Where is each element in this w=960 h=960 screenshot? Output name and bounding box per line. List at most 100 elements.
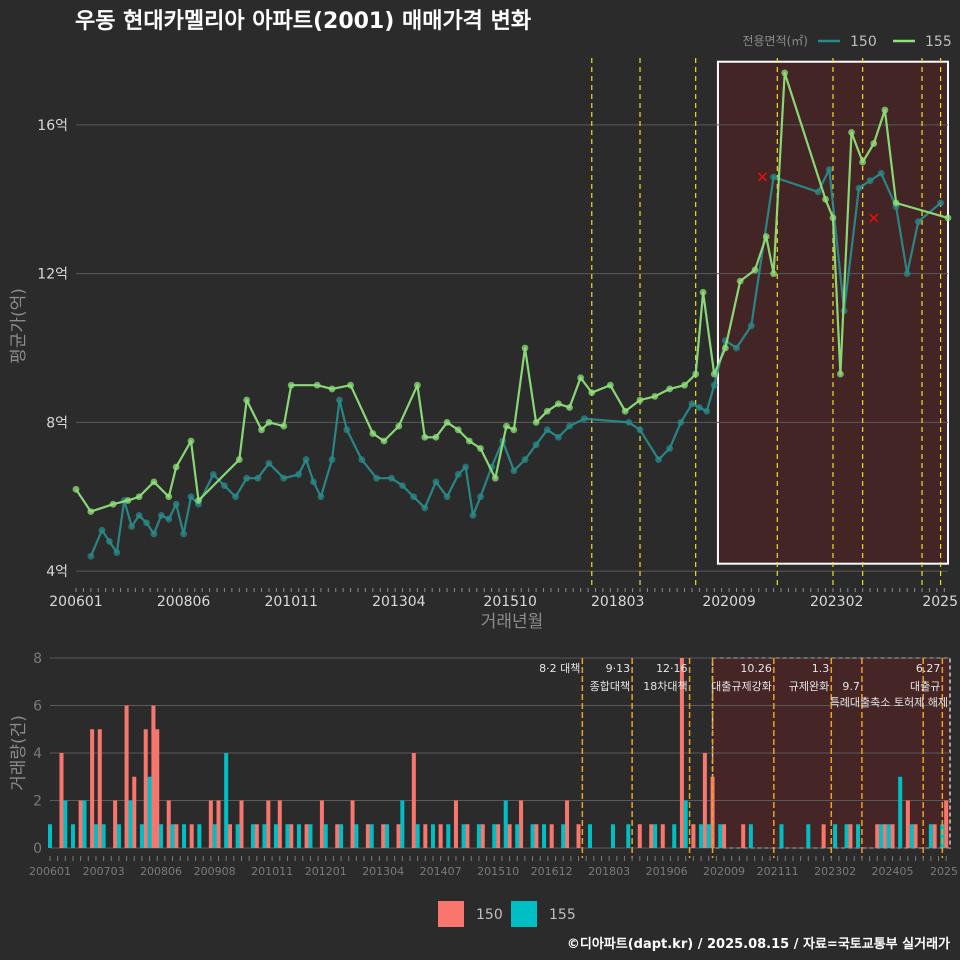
- volume-bar-150: [913, 824, 918, 848]
- price-point-155: [413, 381, 421, 389]
- price-point-150: [135, 511, 143, 519]
- price-point-155: [454, 426, 462, 434]
- price-point-150: [358, 456, 366, 463]
- volume-bar-155: [93, 824, 98, 848]
- volume-bar-155: [415, 824, 420, 848]
- price-x-ticks: 200601 200806 201011 201304 201510 201803 2020…: [49, 588, 958, 610]
- volume-bar-150: [266, 800, 271, 848]
- price-point-150: [172, 500, 180, 508]
- volume-y-tick-label: 2: [33, 794, 42, 810]
- price-point-150: [710, 381, 718, 389]
- price-point-150: [655, 456, 662, 463]
- volume-bar-150: [78, 800, 83, 848]
- volume-bar-150: [365, 824, 370, 848]
- volume-bar-155: [296, 824, 301, 848]
- price-point-155: [347, 381, 354, 389]
- price-point-150: [636, 426, 644, 434]
- volume-bar-150: [905, 800, 910, 848]
- price-point-155: [781, 69, 789, 77]
- price-point-150: [469, 511, 477, 519]
- price-point-150: [373, 474, 380, 482]
- price-point-150: [388, 474, 395, 482]
- price-point-150: [877, 169, 885, 177]
- volume-bar-155: [385, 824, 390, 848]
- volume-bar-155: [116, 824, 121, 848]
- volume-bar-150: [90, 729, 95, 848]
- volume-x-tick-label: 201510: [477, 865, 519, 878]
- volume-bar-150: [289, 824, 294, 848]
- price-y-tick-label: 16억: [37, 118, 68, 134]
- volume-bar-150: [679, 658, 684, 848]
- volume-x-tick-label: 202009: [703, 865, 745, 878]
- price-x-tick-label: 200806: [157, 594, 211, 610]
- volume-bar-150: [113, 800, 118, 848]
- volume-event-sublabel: 대출규제강화: [711, 680, 772, 693]
- volume-bar-155: [63, 800, 68, 848]
- legend-label-bar-155: 155: [549, 907, 576, 923]
- volume-bar-150: [189, 824, 194, 848]
- volume-bar-150: [97, 729, 102, 848]
- volume-bar-155: [542, 824, 547, 848]
- price-point-155: [150, 478, 158, 486]
- legend-swatch-bar-150: [438, 901, 464, 927]
- price-grid: [76, 124, 948, 572]
- price-event-lines: [591, 58, 942, 586]
- volume-bar-150: [649, 824, 654, 848]
- price-point-150: [625, 418, 633, 426]
- price-point-150: [695, 404, 703, 411]
- volume-x-tick-label: 200806: [140, 865, 182, 878]
- volume-x-tick-label: 201201: [305, 865, 347, 878]
- volume-x-tick-label: 201612: [531, 865, 573, 878]
- volume-bar-150: [143, 729, 148, 848]
- volume-bar-155: [626, 824, 631, 848]
- volume-event-sublabel: 종합대책: [590, 680, 630, 693]
- volume-x-tick-label: 2025: [930, 865, 958, 878]
- volume-bar-150: [691, 824, 696, 848]
- volume-bar-150: [848, 824, 853, 848]
- volume-event-sublabel: 18차대책: [643, 680, 687, 693]
- price-point-155: [124, 497, 132, 504]
- price-point-150: [510, 467, 518, 475]
- volume-bar-150: [821, 824, 826, 848]
- volume-x-tick-label: 201906: [646, 865, 688, 878]
- volume-bar-155: [515, 824, 520, 848]
- volume-x-tick-label: 200908: [194, 865, 236, 878]
- volume-bar-155: [147, 776, 152, 848]
- volume-bar-150: [565, 800, 570, 848]
- price-y-tick-label: 8억: [46, 415, 68, 431]
- volume-bar-155: [369, 824, 374, 848]
- volume-bar-150: [319, 800, 324, 848]
- volume-x-tick-label: 200601: [29, 865, 71, 878]
- volume-bar-150: [239, 800, 244, 848]
- volume-event-extra-label: 특례대출축소 토허제 해제: [830, 695, 948, 709]
- price-point-155: [380, 437, 388, 445]
- price-x-axis-title: 거래년월: [481, 612, 544, 632]
- volume-bar-155: [940, 824, 945, 848]
- volume-bar-155: [159, 824, 164, 848]
- volume-bar-155: [587, 824, 593, 848]
- price-point-150: [937, 199, 944, 207]
- price-point-155: [503, 422, 510, 430]
- volume-bar-155: [262, 824, 267, 848]
- price-point-155: [588, 389, 596, 397]
- price-point-155: [554, 400, 562, 408]
- volume-bar-155: [235, 824, 240, 848]
- price-point-155: [369, 430, 377, 437]
- volume-grid: [50, 657, 950, 849]
- price-point-150: [295, 471, 303, 478]
- price-point-150: [254, 474, 262, 482]
- volume-bar-150: [304, 824, 309, 848]
- volume-bar-150: [174, 824, 179, 848]
- volume-bar-155: [503, 800, 508, 848]
- volume-bar-150: [254, 824, 259, 848]
- volume-bar-155: [898, 776, 903, 848]
- volume-x-tick-label: 201011: [251, 865, 293, 878]
- volume-bar-150: [480, 824, 485, 848]
- price-point-155: [822, 195, 829, 203]
- price-point-150: [688, 400, 696, 408]
- volume-bar-155: [224, 753, 229, 848]
- volume-event-label: 1.3: [812, 662, 830, 675]
- volume-bar-155: [101, 824, 106, 848]
- volume-bar-155: [250, 824, 255, 848]
